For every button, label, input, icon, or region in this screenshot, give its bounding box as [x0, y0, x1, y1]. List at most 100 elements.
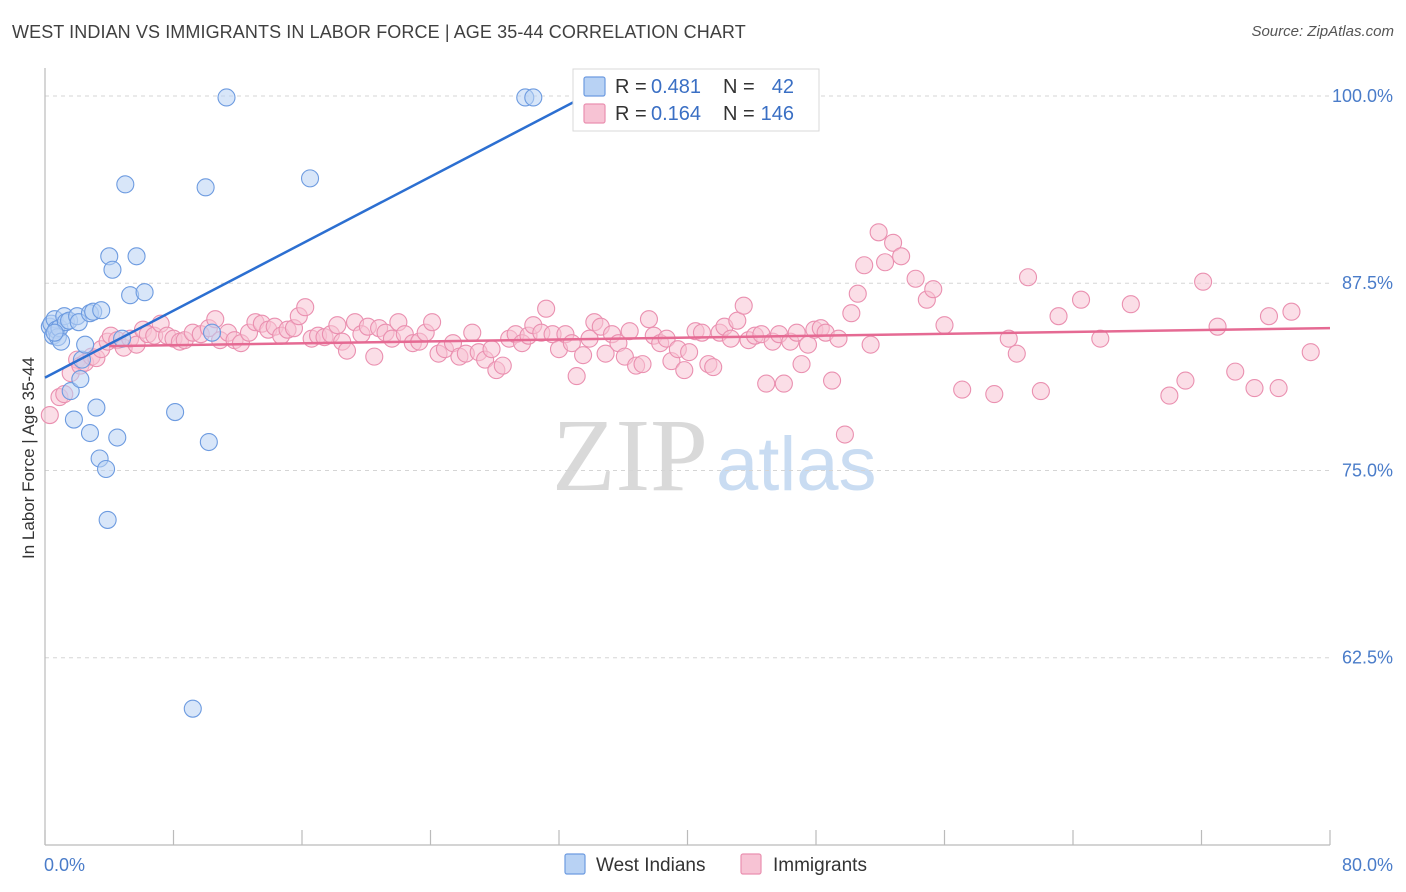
west-indians-point: [71, 370, 90, 389]
source-label: Source: ZipAtlas.com: [1251, 23, 1394, 40]
immigrants-point: [680, 343, 699, 362]
west-indians-points: [40, 88, 543, 718]
immigrants-point: [40, 406, 59, 425]
series-swatch-west-indians: [564, 853, 586, 875]
immigrants-point: [721, 329, 740, 348]
immigrants-point: [1121, 295, 1140, 314]
trend-lines: [44, 91, 1331, 379]
west-indians-point: [196, 178, 215, 197]
immigrants-point: [935, 316, 954, 335]
immigrants-point: [1031, 382, 1050, 401]
immigrants-point: [1226, 362, 1245, 381]
west-indians-point: [524, 88, 543, 107]
immigrants-point: [482, 340, 501, 359]
immigrants-point: [296, 298, 315, 317]
immigrants-point: [774, 374, 793, 393]
immigrants-point: [892, 247, 911, 266]
immigrants-point: [757, 374, 776, 393]
immigrants-point: [884, 233, 903, 252]
y-axis-label: In Labor Force | Age 35-44: [19, 357, 38, 559]
immigrants-point: [537, 299, 556, 318]
watermark-zip: ZIP: [552, 398, 708, 513]
immigrants-point: [1007, 344, 1026, 363]
west-indians-point: [127, 247, 146, 266]
immigrants-point: [829, 329, 848, 348]
immigrants-point: [639, 310, 659, 329]
west-indians-point: [116, 175, 135, 194]
immigrants-point: [1259, 307, 1279, 326]
legend-r-label-2: R =: [615, 103, 647, 125]
immigrants-points: [40, 223, 1320, 444]
west-indians-point: [92, 301, 111, 320]
legend-box: [572, 68, 820, 132]
y-tick-label-0: 62.5%: [1342, 648, 1393, 668]
immigrants-point: [1160, 386, 1179, 405]
west-indians-point: [203, 323, 222, 342]
immigrants-point: [823, 371, 842, 390]
series-swatch-immigrants: [740, 853, 762, 875]
immigrants-point: [728, 311, 747, 330]
immigrants-point: [423, 313, 442, 332]
west-indians-point: [96, 459, 116, 479]
watermark: ZIP atlas: [552, 398, 877, 513]
immigrants-point: [953, 380, 972, 399]
immigrants-point: [1301, 343, 1320, 362]
immigrants-point: [985, 385, 1004, 404]
legend-n-value-1: 42: [772, 76, 794, 98]
x-tick-label-min: 0.0%: [44, 855, 85, 875]
series-label-west-indians: West Indians: [596, 855, 705, 876]
immigrants-point: [861, 335, 880, 354]
immigrants-point: [906, 269, 925, 288]
west-indians-point: [98, 510, 117, 529]
legend-n-label-1: N =: [723, 76, 755, 98]
west-indians-trend-line: [44, 91, 592, 379]
immigrants-point: [463, 323, 482, 342]
west-indians-point: [87, 398, 106, 417]
x-tick-label-max: 80.0%: [1342, 855, 1393, 875]
immigrants-point: [675, 361, 694, 380]
immigrants-point: [596, 344, 615, 363]
immigrants-point: [567, 367, 586, 386]
chart-title: WEST INDIAN VS IMMIGRANTS IN LABOR FORCE…: [12, 22, 746, 42]
west-indians-point: [61, 382, 80, 401]
west-indians-point: [166, 403, 185, 422]
legend-r-value-2: 0.164: [651, 103, 701, 125]
immigrants-point: [1282, 302, 1301, 321]
immigrants-point: [328, 316, 347, 335]
immigrants-point: [1018, 268, 1038, 287]
immigrants-point: [493, 356, 512, 375]
immigrants-point: [835, 425, 854, 444]
y-tick-label-3: 100.0%: [1332, 86, 1393, 106]
legend-swatch-immigrants: [583, 103, 606, 124]
immigrants-point: [1269, 379, 1288, 398]
immigrants-point: [855, 256, 874, 275]
west-indians-point: [199, 432, 218, 452]
immigrants-point: [876, 253, 895, 272]
immigrants-point: [869, 223, 888, 242]
immigrants-point: [842, 304, 861, 323]
west-indians-point: [103, 260, 122, 279]
legend-n-value-2: 146: [761, 103, 794, 125]
immigrants-point: [704, 358, 723, 377]
legend-r-label-1: R =: [615, 76, 647, 98]
immigrants-point: [365, 347, 384, 366]
immigrants-point: [337, 341, 357, 360]
y-tick-label-1: 75.0%: [1342, 460, 1393, 480]
immigrants-point: [633, 355, 652, 374]
immigrants-point: [1071, 290, 1091, 309]
immigrants-point: [574, 346, 593, 365]
series-label-immigrants: Immigrants: [773, 855, 867, 876]
immigrants-point: [1176, 371, 1195, 390]
immigrants-point: [924, 280, 943, 299]
west-indians-point: [183, 699, 202, 718]
legend-swatch-west-indians: [583, 76, 606, 97]
legend-r-value-1: 0.481: [651, 76, 701, 98]
west-indians-point: [217, 88, 236, 107]
immigrants-point: [1194, 272, 1213, 291]
correlation-legend: R = 0.481 N = 42 R = 0.164 N = 146: [572, 68, 820, 132]
immigrants-point: [1245, 379, 1264, 398]
immigrants-point: [620, 322, 639, 341]
west-indians-point: [45, 323, 64, 342]
immigrants-point: [1049, 307, 1068, 326]
